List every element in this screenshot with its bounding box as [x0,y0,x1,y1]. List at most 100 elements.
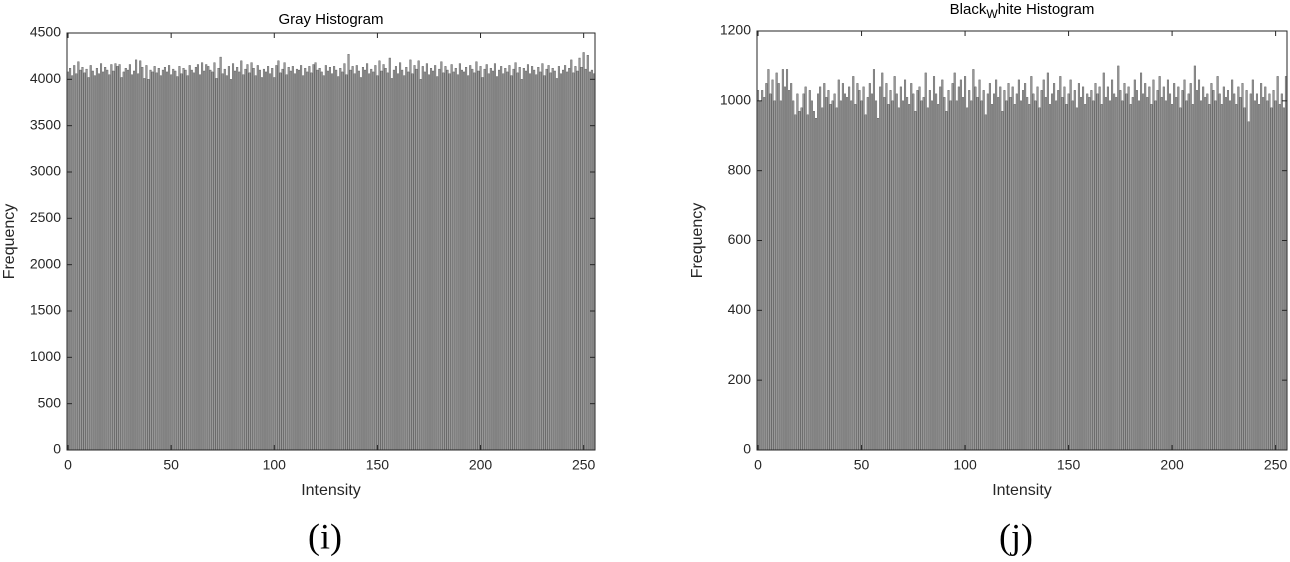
bar [1181,90,1184,451]
bar [485,64,488,451]
y-tick-label: 800 [728,161,752,177]
bar [1077,83,1080,451]
bar [578,57,581,451]
bar [242,74,245,451]
title-part: hite Histogram [998,1,1095,18]
bar [783,86,786,451]
bar [1117,65,1120,451]
bar [1152,79,1155,451]
bar [1237,86,1240,451]
bar [1239,97,1242,451]
chart-title: BlackWhite Histogram [950,1,1095,21]
bar [1061,97,1064,451]
bar [759,100,762,451]
x-tick-label: 200 [469,457,493,473]
bar [1160,97,1163,451]
bar [1059,76,1062,451]
bar [477,70,480,451]
bar [910,83,913,451]
bar [423,71,426,451]
bar [246,64,249,451]
bar [533,69,536,451]
bar [885,83,888,451]
bar [256,65,259,451]
bar [1162,86,1165,451]
bar [223,68,226,451]
bar [287,67,290,451]
bar [1090,90,1093,451]
caption: (i) [308,516,342,556]
bar [941,79,944,451]
bar [155,72,158,451]
bar [1253,100,1256,451]
y-tick-label: 1200 [720,22,751,38]
bar [1108,100,1112,451]
bar [258,69,261,451]
bar [1048,104,1051,451]
bar [250,62,253,451]
bar [945,111,948,451]
bar [1067,93,1070,451]
bar [147,79,150,451]
bar [1084,104,1087,451]
bar [135,59,138,451]
bar [1019,100,1022,451]
bar [454,68,457,451]
bar [1183,79,1186,451]
bar [1274,100,1277,451]
x-tick-label: 100 [263,457,287,473]
bar [1260,83,1263,451]
bar [903,79,907,451]
bar [773,100,776,451]
y-tick-label: 0 [53,441,61,457]
x-tick-label: 100 [953,457,977,473]
bar [562,69,565,451]
bar [1131,97,1134,451]
bar [1123,83,1126,451]
bar [1231,79,1234,451]
bar [841,83,844,451]
bar [1210,83,1213,451]
bar [320,71,323,451]
bar [1119,90,1122,451]
bar [862,86,865,451]
bar [182,68,185,451]
bar [349,69,352,451]
bar [483,68,486,451]
bar [1135,90,1138,451]
bar [1216,76,1219,451]
bar [1150,104,1153,451]
bar [168,65,171,451]
bar [244,68,247,451]
bar [1071,100,1074,451]
bar [207,66,210,451]
bar [184,69,187,451]
bar [1092,100,1095,451]
bar [920,100,923,451]
bar [108,74,111,451]
bar [864,114,867,451]
bar [442,72,445,451]
bar [430,68,433,451]
bar [209,69,212,451]
bar [821,107,824,451]
bar [79,69,82,451]
bar [139,60,142,451]
y-tick-label: 3500 [30,116,61,132]
bar [1063,86,1066,451]
bar [1268,93,1271,451]
bar [794,114,797,451]
bar [860,100,863,451]
bar [1179,107,1182,451]
bar [516,72,519,451]
bar [1218,93,1221,451]
bar [1241,83,1244,451]
bar [102,71,105,451]
bar [800,107,803,451]
bar [781,69,784,451]
bar [463,71,466,451]
bar [159,75,162,451]
bar [151,71,154,451]
bar [976,97,979,451]
